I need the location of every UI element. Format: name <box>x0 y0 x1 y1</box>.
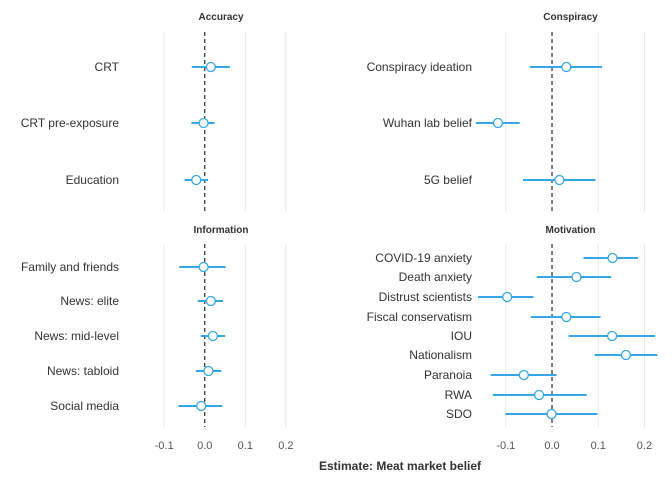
row-label: Paranoia <box>424 368 472 382</box>
panel-title: Information <box>194 225 249 236</box>
row-label: CRT pre-exposure <box>21 116 120 130</box>
panel-title: Conspiracy <box>543 12 598 23</box>
panel-accuracy: Accuracy CRT CRT pre-exposure Education <box>21 12 287 212</box>
point-estimate <box>571 271 582 283</box>
row-label: Education <box>66 173 119 187</box>
point-estimate <box>546 408 557 420</box>
point-estimate <box>203 365 214 377</box>
row-label: RWA <box>445 388 472 402</box>
row-label: CRT <box>95 60 120 74</box>
point-estimate <box>554 174 565 186</box>
point-estimate <box>518 369 529 381</box>
x-tick-label: 0.2 <box>278 440 293 452</box>
row-label: Fiscal conservatism <box>367 310 472 324</box>
point-estimate <box>207 330 219 342</box>
x-tick-label: 0.0 <box>544 440 559 452</box>
x-tick-label: 0.0 <box>197 440 212 452</box>
panel-motivation: Motivation COVID-19 anxiety Death anxiety D… <box>367 225 658 427</box>
panel-information: Information Family and friends News: elite… <box>21 225 287 427</box>
row-label: Family and friends <box>21 260 119 274</box>
point-estimate <box>561 61 572 73</box>
row-label: SDO <box>446 407 472 421</box>
row-label: News: elite <box>60 294 119 308</box>
x-tick-label: 0.2 <box>637 440 652 452</box>
point-estimate <box>198 261 209 273</box>
row-label: IOU <box>451 329 472 343</box>
panel-conspiracy: Conspiracy Conspiracy ideation Wuhan lab b… <box>367 12 645 212</box>
point-estimate <box>205 61 217 73</box>
row-label: Nationalism <box>409 348 472 362</box>
point-estimate <box>191 174 202 186</box>
x-tick-label: -0.1 <box>155 440 174 452</box>
point-estimate <box>533 389 545 401</box>
x-axis: -0.1 0.0 0.1 0.2 -0.1 0.0 0.1 0.2 <box>155 440 652 452</box>
x-tick-label: 0.1 <box>591 440 606 452</box>
point-estimate <box>195 400 207 412</box>
x-tick-label: 0.1 <box>238 440 253 452</box>
point-estimate <box>606 330 618 342</box>
panel-title: Motivation <box>546 225 596 236</box>
row-label: News: mid-level <box>34 329 119 343</box>
row-label: Distrust scientists <box>379 290 472 304</box>
row-label: 5G belief <box>424 173 473 187</box>
row-label: Death anxiety <box>399 270 472 284</box>
point-estimate <box>198 117 209 129</box>
row-label: Conspiracy ideation <box>367 60 472 74</box>
point-estimate <box>502 291 513 303</box>
row-label: Social media <box>50 399 119 413</box>
point-estimate <box>205 295 217 307</box>
point-estimate <box>620 349 632 361</box>
row-label: News: tabloid <box>47 364 119 378</box>
row-label: COVID-19 anxiety <box>375 251 472 265</box>
panels-layer: Accuracy CRT CRT pre-exposure Education Cons… <box>21 12 658 427</box>
panel-title: Accuracy <box>198 12 243 23</box>
x-tick-label: -0.1 <box>496 440 515 452</box>
x-axis-title: Estimate: Meat market belief <box>319 459 482 473</box>
point-estimate <box>607 252 618 264</box>
row-label: Wuhan lab belief <box>383 116 473 130</box>
point-estimate <box>492 117 504 129</box>
point-estimate <box>561 311 572 323</box>
